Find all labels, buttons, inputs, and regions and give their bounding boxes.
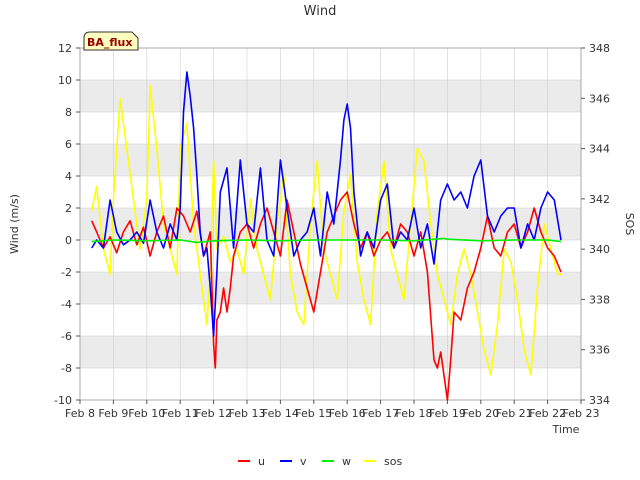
y-left-tick-label: 8 — [65, 106, 72, 119]
badge-label: BA_flux — [87, 36, 132, 49]
y-left-tick-label: -4 — [61, 298, 72, 311]
x-tick-label: Feb 19 — [429, 407, 466, 420]
y-right-tick-label: 336 — [589, 344, 610, 357]
band — [80, 336, 581, 368]
y-left-tick-label: 4 — [65, 170, 72, 183]
x-tick-label: Feb 21 — [496, 407, 533, 420]
chart-title: Wind — [304, 4, 337, 19]
x-tick-label: Feb 16 — [329, 407, 366, 420]
x-tick-label: Feb 11 — [162, 407, 199, 420]
legend-label-w: w — [342, 455, 351, 468]
series-line-v — [91, 71, 562, 337]
plot-frame — [79, 47, 582, 401]
legend-label-u: u — [258, 455, 265, 468]
x-tick-label: Feb 23 — [563, 407, 600, 420]
series-lines — [90, 71, 562, 401]
series-line-sos — [90, 84, 561, 376]
y-right-tick-label: 334 — [589, 394, 610, 407]
x-tick-label: Feb 15 — [295, 407, 332, 420]
band — [80, 144, 581, 176]
band — [80, 80, 581, 112]
background-bands — [80, 80, 581, 368]
y-left-tick-label: 6 — [65, 138, 72, 151]
x-tick-label: Feb 18 — [396, 407, 433, 420]
x-tick-label: Feb 13 — [229, 407, 266, 420]
series-line-w — [91, 237, 562, 244]
badge-box — [83, 31, 139, 51]
y-right-tick-label: 338 — [589, 293, 610, 306]
y-left-tick-label: 12 — [58, 42, 72, 55]
x-tick-label: Feb 17 — [362, 407, 399, 420]
x-axis-title: Time — [552, 423, 580, 436]
x-tick-label: Feb 14 — [262, 407, 299, 420]
y-axis-right-title: SOS — [623, 213, 636, 236]
y-left-tick-label: -2 — [61, 266, 72, 279]
y-left-tick-label: -10 — [54, 394, 72, 407]
legend: u v w sos — [238, 455, 402, 468]
y-left-tick-label: 10 — [58, 74, 72, 87]
x-tick-label: Feb 20 — [462, 407, 499, 420]
y-right-tick-label: 348 — [589, 42, 610, 55]
legend-label-v: v — [300, 455, 307, 468]
y-left-tick-label: 2 — [65, 202, 72, 215]
x-tick-label: Feb 12 — [195, 407, 232, 420]
series-line-u — [90, 191, 562, 401]
badge: BA_flux — [83, 31, 139, 51]
y-left-tick-label: 0 — [65, 234, 72, 247]
y-axis-right: 334 336 338 340 342 344 346 348 — [581, 42, 610, 407]
x-tick-label: Feb 10 — [128, 407, 165, 420]
y-right-tick-label: 344 — [589, 143, 610, 156]
grid-lines — [79, 47, 582, 401]
legend-label-sos: sos — [384, 455, 402, 468]
x-tick-label: Feb 8 — [65, 407, 95, 420]
y-left-tick-label: -6 — [61, 330, 72, 343]
y-right-tick-label: 340 — [589, 243, 610, 256]
y-axis-left: -10 -8 -6 -4 -2 0 2 4 6 8 10 12 — [54, 42, 80, 407]
y-axis-left-title: Wind (m/s) — [8, 194, 21, 254]
x-tick-label: Feb 9 — [98, 407, 128, 420]
y-right-tick-label: 342 — [589, 193, 610, 206]
x-tick-label: Feb 22 — [529, 407, 566, 420]
y-left-tick-label: -8 — [61, 362, 72, 375]
y-right-tick-label: 346 — [589, 92, 610, 105]
